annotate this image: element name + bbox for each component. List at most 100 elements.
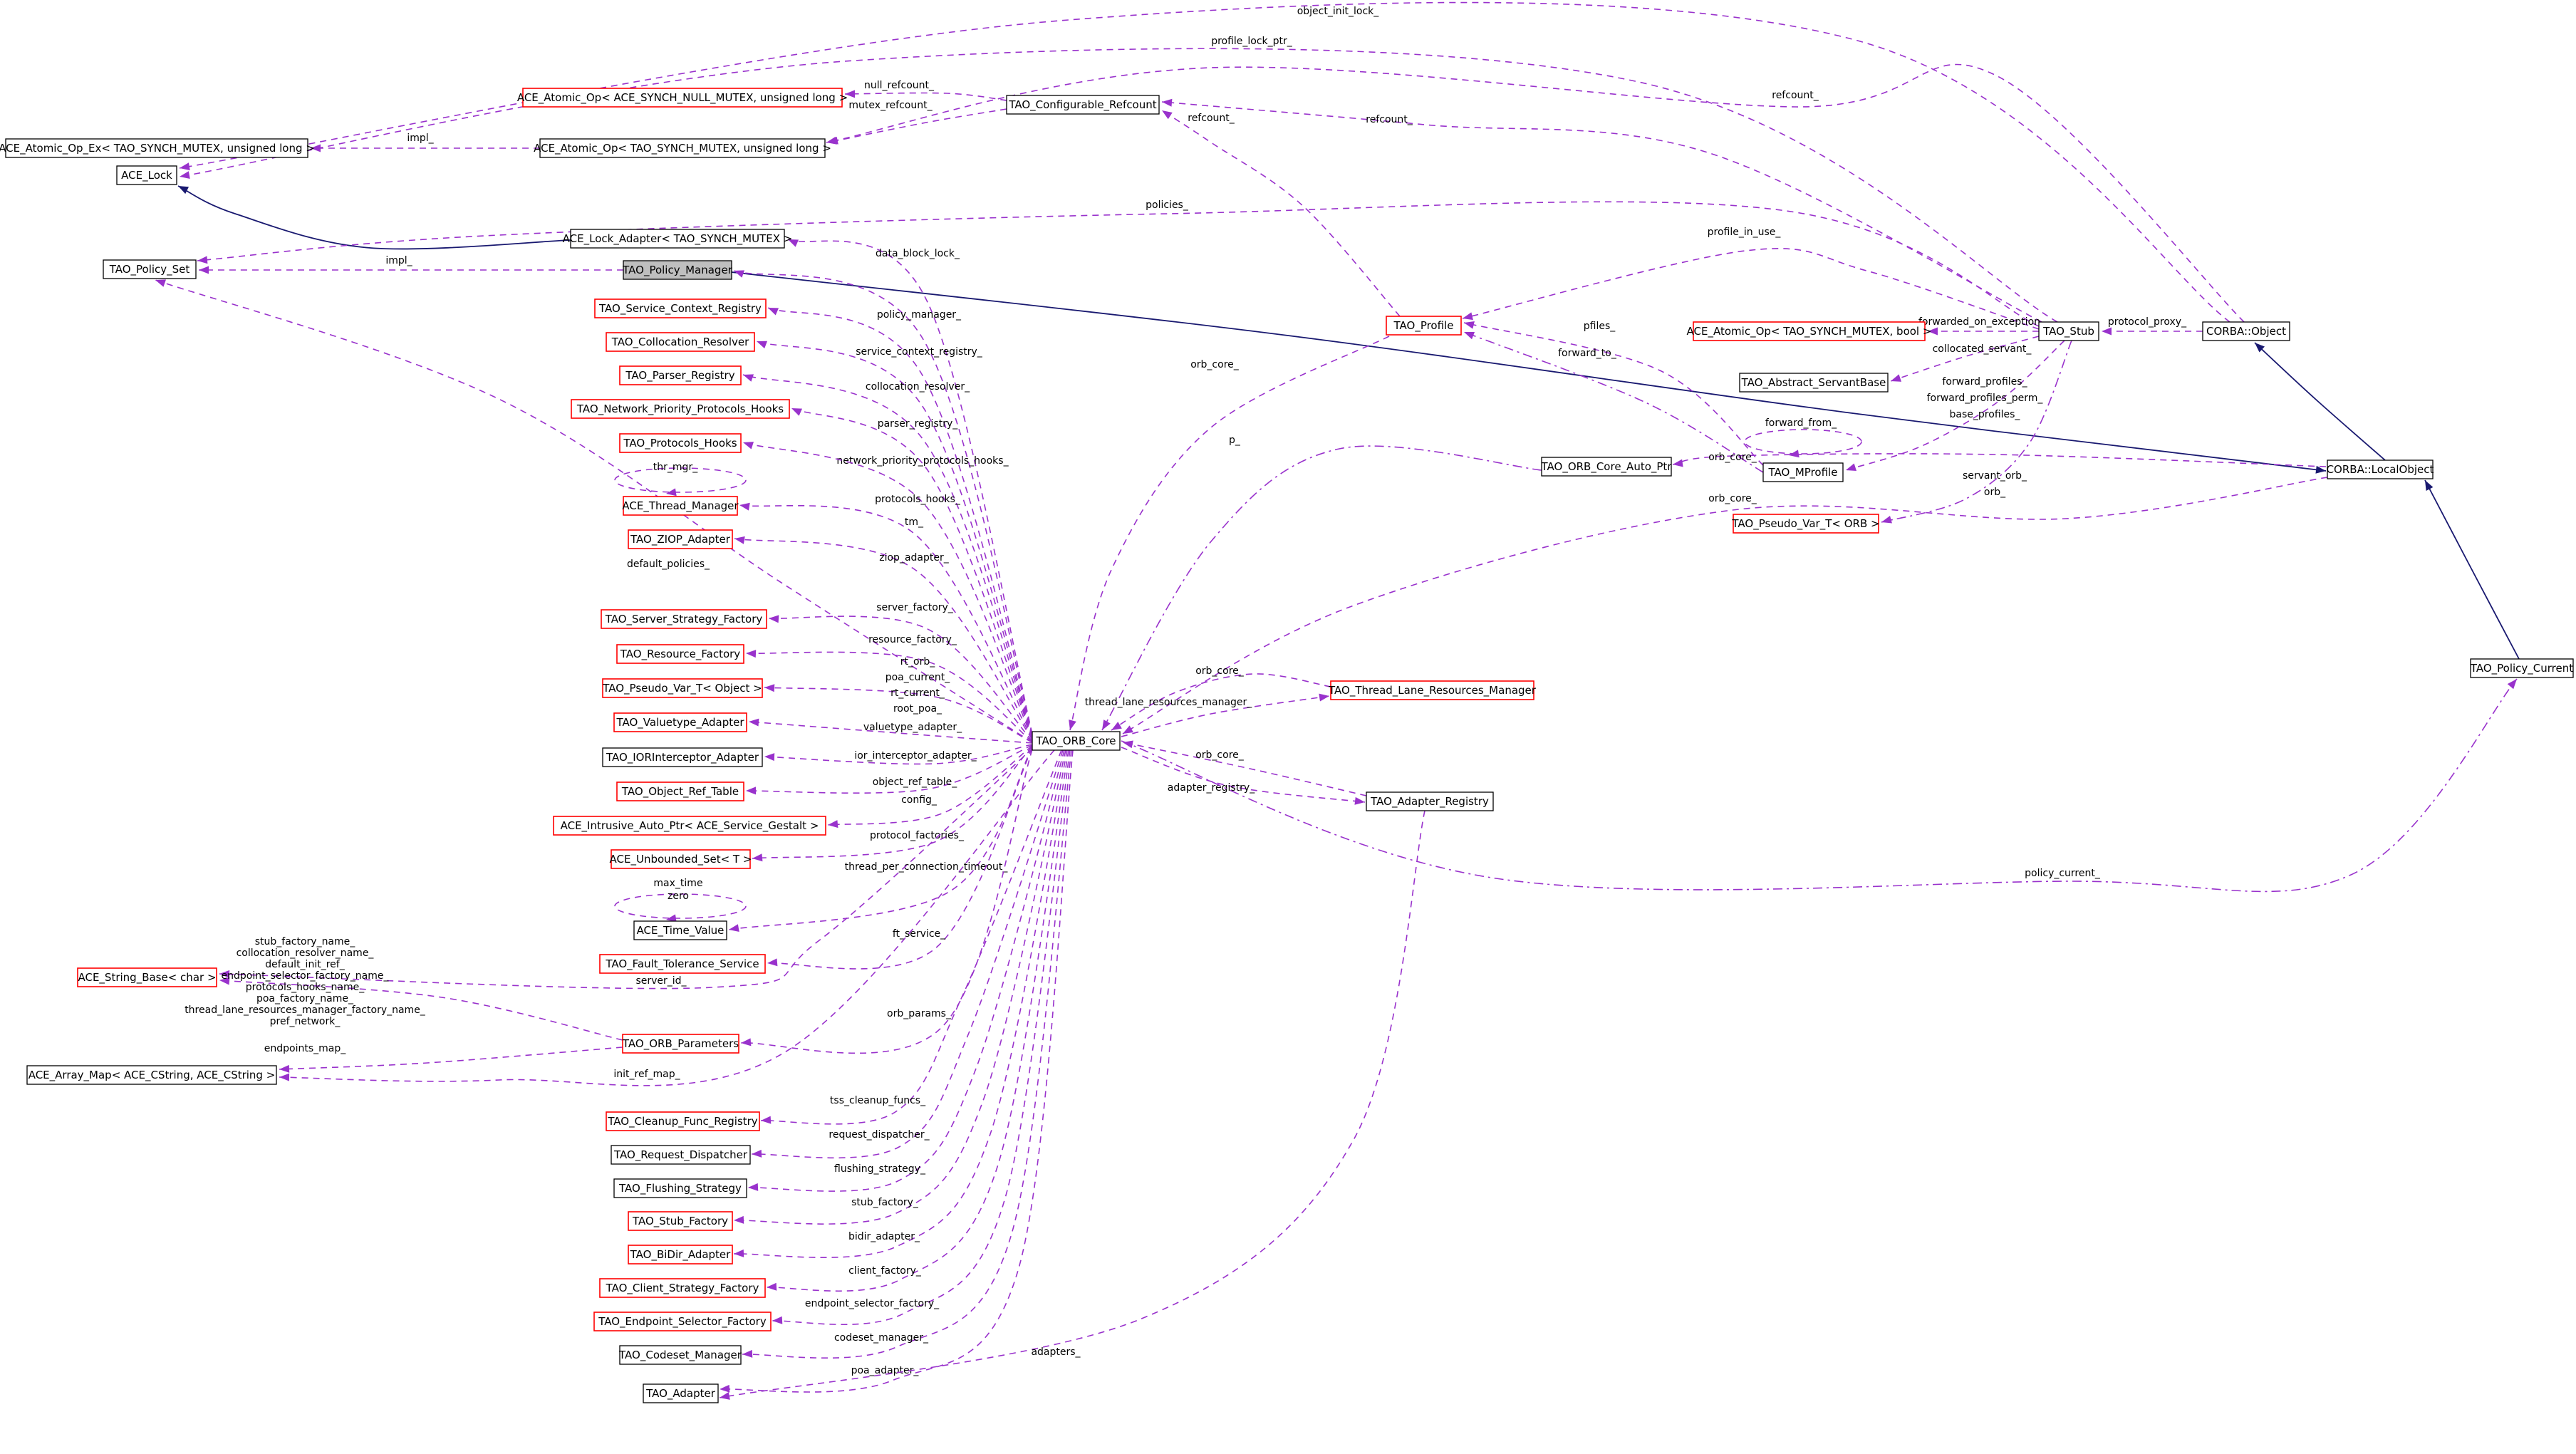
node-box-corba-object[interactable]	[2202, 321, 2290, 341]
node-label-tao-pseudo-var-t-object[interactable]: TAO_Pseudo_Var_T< Object >	[602, 682, 762, 695]
node-box-ace-unbounded-set[interactable]	[611, 849, 751, 869]
node-box-tao-policy-set[interactable]	[103, 259, 197, 279]
node-label-ace-thread-manager[interactable]: ACE_Thread_Manager	[622, 499, 739, 513]
node-box-tao-bidir-adapter[interactable]	[628, 1245, 733, 1265]
node-label-tao-service-context-registry[interactable]: TAO_Service_Context_Registry	[598, 302, 762, 316]
node-label-tao-mprofile[interactable]: TAO_MProfile	[1768, 466, 1838, 479]
node-label-tao-network-priority-protocols-hooks[interactable]: TAO_Network_Priority_Protocols_Hooks	[576, 403, 784, 416]
node-label-tao-policy-current[interactable]: TAO_Policy_Current	[2470, 662, 2573, 675]
node-label-ace-string-base[interactable]: ACE_String_Base< char >	[78, 971, 216, 985]
node-label-tao-configurable-refcount[interactable]: TAO_Configurable_Refcount	[1008, 98, 1156, 112]
node-label-tao-orb-parameters[interactable]: TAO_ORB_Parameters	[622, 1037, 739, 1051]
node-box-tao-ziop-adapter[interactable]	[628, 529, 733, 549]
node-label-corba-localobject[interactable]: CORBA::LocalObject	[2327, 463, 2434, 476]
node-label-tao-profile[interactable]: TAO_Profile	[1393, 319, 1454, 333]
node-box-tao-thread-lane-resources-manager[interactable]	[1330, 680, 1534, 700]
node-box-corba-localobject[interactable]	[2327, 459, 2434, 479]
node-box-tao-service-context-registry[interactable]	[594, 298, 767, 318]
node-label-ace-lock[interactable]: ACE_Lock	[121, 169, 172, 182]
node-label-tao-client-strategy-factory[interactable]: TAO_Client_Strategy_Factory	[606, 1282, 759, 1295]
node-label-tao-valuetype-adapter[interactable]: TAO_Valuetype_Adapter	[616, 716, 744, 729]
node-label-tao-collocation-resolver[interactable]: TAO_Collocation_Resolver	[611, 336, 749, 349]
node-box-tao-policy-current[interactable]	[2470, 658, 2574, 678]
node-box-tao-protocols-hooks[interactable]	[619, 433, 742, 453]
node-label-tao-fault-tolerance-service[interactable]: TAO_Fault_Tolerance_Service	[605, 957, 759, 971]
node-label-tao-adapter[interactable]: TAO_Adapter	[645, 1387, 716, 1401]
node-box-tao-valuetype-adapter[interactable]	[613, 712, 747, 732]
node-box-tao-client-strategy-factory[interactable]	[599, 1278, 766, 1298]
node-label-tao-orb-core-auto-ptr[interactable]: TAO_ORB_Core_Auto_Ptr	[1541, 460, 1673, 474]
node-label-ace-time-value[interactable]: ACE_Time_Value	[637, 924, 724, 938]
node-box-tao-cleanup-func-registry[interactable]	[606, 1111, 760, 1131]
node-box-tao-policy-manager[interactable]	[623, 260, 732, 280]
node-box-ace-string-base[interactable]	[77, 967, 217, 987]
node-label-tao-stub-factory[interactable]: TAO_Stub_Factory	[632, 1215, 728, 1228]
node-label-tao-thread-lane-resources-manager[interactable]: TAO_Thread_Lane_Resources_Manager	[1328, 684, 1537, 697]
node-box-tao-configurable-refcount[interactable]	[1006, 95, 1160, 115]
node-box-tao-stub[interactable]	[2038, 321, 2099, 341]
node-label-tao-resource-factory[interactable]: TAO_Resource_Factory	[620, 648, 741, 661]
node-box-tao-orb-core[interactable]	[1032, 731, 1121, 751]
node-label-tao-stub[interactable]: TAO_Stub	[2042, 325, 2094, 338]
node-box-ace-array-map[interactable]	[26, 1065, 277, 1085]
node-box-tao-object-ref-table[interactable]	[616, 781, 744, 801]
node-label-ace-atomic-op-null-mutex[interactable]: ACE_Atomic_Op< ACE_SYNCH_NULL_MUTEX, uns…	[517, 91, 848, 105]
node-label-ace-atomic-op-mutex-bool[interactable]: ACE_Atomic_Op< TAO_SYNCH_MUTEX, bool >	[1687, 325, 1932, 338]
node-box-ace-atomic-op-mutex-bool[interactable]	[1693, 321, 1926, 341]
node-box-ace-intrusive-auto-ptr[interactable]	[553, 816, 826, 836]
node-label-tao-protocols-hooks[interactable]: TAO_Protocols_Hooks	[623, 437, 737, 450]
node-box-tao-resource-factory[interactable]	[616, 644, 744, 664]
node-box-ace-atomic-op-mutex-ulong[interactable]	[539, 138, 826, 158]
node-box-tao-adapter[interactable]	[643, 1383, 719, 1403]
node-box-tao-server-strategy-factory[interactable]	[601, 609, 767, 629]
node-box-tao-iorinterceptor-adapter[interactable]	[602, 747, 763, 767]
node-box-tao-request-dispatcher[interactable]	[611, 1145, 751, 1165]
node-box-tao-collocation-resolver[interactable]	[606, 332, 755, 352]
node-label-tao-parser-registry[interactable]: TAO_Parser_Registry	[625, 369, 734, 383]
node-box-ace-thread-manager[interactable]	[623, 496, 738, 516]
node-box-tao-orb-core-auto-ptr[interactable]	[1541, 457, 1672, 477]
node-box-tao-parser-registry[interactable]	[619, 365, 742, 385]
node-label-corba-object[interactable]: CORBA::Object	[2206, 325, 2286, 338]
node-label-tao-ziop-adapter[interactable]: TAO_ZIOP_Adapter	[630, 533, 731, 546]
node-label-ace-array-map[interactable]: ACE_Array_Map< ACE_CString, ACE_CString …	[28, 1069, 276, 1082]
node-label-tao-policy-manager[interactable]: TAO_Policy_Manager	[622, 264, 733, 277]
node-label-ace-atomic-op-ex[interactable]: ACE_Atomic_Op_Ex< TAO_SYNCH_MUTEX, unsig…	[0, 142, 315, 155]
node-box-tao-orb-parameters[interactable]	[622, 1034, 739, 1054]
node-label-tao-bidir-adapter[interactable]: TAO_BiDir_Adapter	[630, 1248, 731, 1262]
node-box-tao-pseudo-var-t-object[interactable]	[602, 678, 763, 698]
node-label-tao-cleanup-func-registry[interactable]: TAO_Cleanup_Func_Registry	[607, 1115, 757, 1128]
node-box-ace-time-value[interactable]	[633, 920, 727, 940]
node-label-tao-object-ref-table[interactable]: TAO_Object_Ref_Table	[621, 785, 739, 799]
node-box-tao-profile[interactable]	[1386, 316, 1462, 336]
node-box-ace-lock[interactable]	[116, 165, 177, 185]
node-box-tao-abstract-servantbase[interactable]	[1739, 373, 1889, 393]
node-box-tao-network-priority-protocols-hooks[interactable]	[571, 399, 790, 419]
node-box-tao-codeset-manager[interactable]	[619, 1345, 742, 1365]
node-box-tao-fault-tolerance-service[interactable]	[599, 954, 766, 974]
node-box-tao-adapter-registry[interactable]	[1366, 791, 1494, 811]
node-label-tao-server-strategy-factory[interactable]: TAO_Server_Strategy_Factory	[605, 613, 763, 626]
node-box-ace-lock-adapter[interactable]	[570, 229, 785, 249]
node-label-tao-codeset-manager[interactable]: TAO_Codeset_Manager	[618, 1349, 742, 1362]
node-box-ace-atomic-op-ex[interactable]	[5, 138, 308, 158]
node-label-ace-intrusive-auto-ptr[interactable]: ACE_Intrusive_Auto_Ptr< ACE_Service_Gest…	[561, 819, 819, 833]
node-label-tao-orb-core[interactable]: TAO_ORB_Core	[1035, 734, 1116, 748]
node-label-ace-atomic-op-mutex-ulong[interactable]: ACE_Atomic_Op< TAO_SYNCH_MUTEX, unsigned…	[534, 142, 831, 155]
node-label-tao-abstract-servantbase[interactable]: TAO_Abstract_ServantBase	[1741, 376, 1886, 390]
node-label-tao-request-dispatcher[interactable]: TAO_Request_Dispatcher	[613, 1148, 748, 1162]
node-label-tao-endpoint-selector-factory[interactable]: TAO_Endpoint_Selector_Factory	[598, 1315, 767, 1329]
node-box-tao-mprofile[interactable]	[1762, 462, 1844, 482]
node-label-tao-flushing-strategy[interactable]: TAO_Flushing_Strategy	[618, 1182, 742, 1195]
node-label-tao-adapter-registry[interactable]: TAO_Adapter_Registry	[1370, 795, 1489, 809]
node-label-tao-pseudo-var-t-orb[interactable]: TAO_Pseudo_Var_T< ORB >	[1731, 517, 1879, 531]
node-box-tao-pseudo-var-t-orb[interactable]	[1733, 514, 1879, 534]
node-box-tao-flushing-strategy[interactable]	[613, 1178, 747, 1198]
node-box-tao-stub-factory[interactable]	[628, 1211, 733, 1231]
node-label-tao-policy-set[interactable]: TAO_Policy_Set	[109, 263, 190, 276]
node-label-ace-unbounded-set[interactable]: ACE_Unbounded_Set< T >	[610, 853, 752, 866]
node-box-ace-atomic-op-null-mutex[interactable]	[522, 88, 843, 108]
node-box-tao-endpoint-selector-factory[interactable]	[593, 1312, 772, 1331]
node-label-tao-iorinterceptor-adapter[interactable]: TAO_IORInterceptor_Adapter	[606, 751, 759, 764]
node-label-ace-lock-adapter[interactable]: ACE_Lock_Adapter< TAO_SYNCH_MUTEX >	[563, 232, 793, 246]
